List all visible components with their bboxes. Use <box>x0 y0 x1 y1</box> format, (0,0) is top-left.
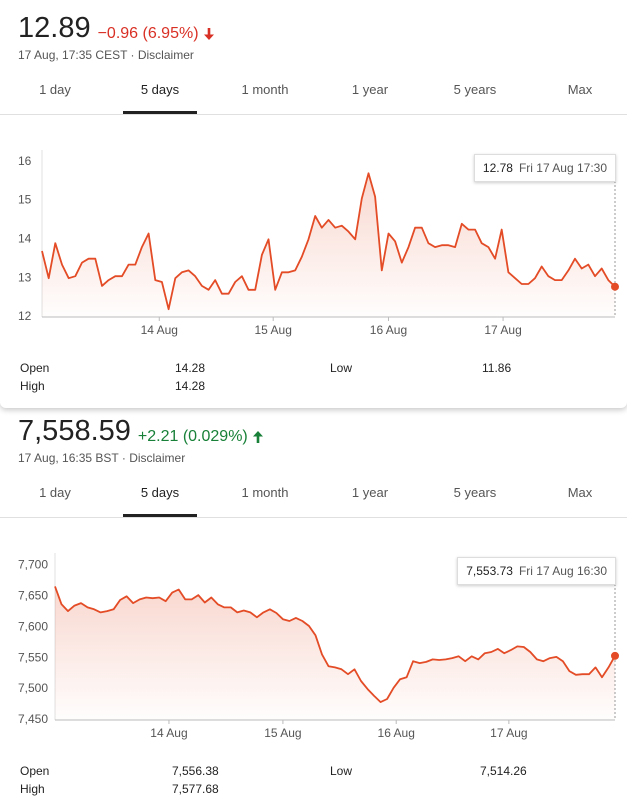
y-tick-label: 15 <box>18 193 32 207</box>
range-tab[interactable]: 1 year <box>351 485 389 500</box>
y-tick-label: 12 <box>18 309 32 323</box>
tooltip-time: Fri 17 Aug 17:30 <box>518 161 607 175</box>
area <box>55 586 615 720</box>
stat-label: High <box>20 782 45 796</box>
y-tick-label: 7,550 <box>18 650 48 664</box>
tooltip-value: 12.78 <box>482 161 513 175</box>
range-tab[interactable]: 5 days <box>140 485 180 500</box>
range-tab[interactable]: 1 month <box>241 82 289 97</box>
range-tab[interactable]: 5 days <box>140 82 180 97</box>
range-tab[interactable]: 1 year <box>351 82 389 97</box>
y-tick-label: 7,500 <box>18 681 48 695</box>
quote-card: 12.89 −0.96 (6.95%) 17 Aug, 17:35 CEST · D… <box>0 12 627 393</box>
stat-value: 7,514.26 <box>480 764 527 778</box>
y-tick-label: 14 <box>18 231 32 245</box>
x-tick-label: 17 Aug <box>484 323 521 337</box>
price-line <box>41 172 616 311</box>
arrow-shape <box>252 431 263 443</box>
change-arrow <box>203 28 214 40</box>
range-tab[interactable]: Max <box>567 485 593 500</box>
tooltip-value: 7,553.73 <box>466 564 513 578</box>
divider <box>0 517 627 518</box>
y-tick-label: 7,600 <box>18 619 48 633</box>
change-arrow <box>252 431 263 443</box>
tab-underline <box>123 111 197 114</box>
tooltip: 7,553.73 Fri 17 Aug 16:30 <box>457 557 616 585</box>
stat-value: 11.86 <box>482 361 512 375</box>
y-tick-label: 7,650 <box>18 588 48 602</box>
x-tick-label: 17 Aug <box>490 726 527 740</box>
tooltip: 12.78 Fri 17 Aug 17:30 <box>473 154 616 182</box>
last-point <box>611 651 619 660</box>
price: 7,558.59 <box>18 415 131 447</box>
quote-card: 7,558.59 +2.21 (0.029%) 17 Aug, 16:35 BST … <box>0 403 627 806</box>
stat-value: 14.28 <box>175 379 206 393</box>
stat-label: Low <box>330 764 353 778</box>
chart: 12 13 14 15 16 14 Aug 15 Aug 16 Aug 17 Aug <box>18 150 619 337</box>
range-tab[interactable]: 5 years <box>453 485 497 500</box>
range-tab[interactable]: 1 month <box>241 485 289 500</box>
x-tick-label: 16 Aug <box>378 726 415 740</box>
range-tab[interactable]: 5 years <box>453 82 497 97</box>
tab-underline <box>123 514 197 517</box>
x-tick-label: 14 Aug <box>150 726 187 740</box>
range-tab[interactable]: Max <box>567 82 593 97</box>
timestamp: 17 Aug, 17:35 CEST · Disclaimer <box>18 48 194 62</box>
x-tick-label: 15 Aug <box>264 726 301 740</box>
area <box>42 173 615 317</box>
last-point <box>611 282 619 291</box>
stat-value: 7,577.68 <box>172 782 219 796</box>
divider <box>0 114 627 115</box>
price-change: +2.21 (0.029%) <box>137 428 248 445</box>
tooltip-time: Fri 17 Aug 16:30 <box>518 564 607 578</box>
stat-label: High <box>20 379 45 393</box>
x-tick-label: 16 Aug <box>370 323 407 337</box>
x-tick-label: 14 Aug <box>141 323 178 337</box>
price: 12.89 <box>18 12 91 44</box>
range-tab[interactable]: 1 day <box>39 485 71 500</box>
x-tick-label: 15 Aug <box>255 323 292 337</box>
stat-value: 14.28 <box>175 361 206 375</box>
y-tick-label: 7,700 <box>18 558 48 572</box>
stat-label: Open <box>20 361 50 375</box>
y-tick-label: 16 <box>18 154 32 168</box>
arrow-shape <box>203 28 214 40</box>
stat-value: 7,556.38 <box>172 764 219 778</box>
stat-label: Low <box>330 361 353 375</box>
price-line <box>54 586 616 703</box>
y-tick-label: 13 <box>18 270 32 284</box>
y-tick-label: 7,450 <box>18 712 48 726</box>
chart: 7,450 7,500 7,550 7,600 7,650 7,700 14 Aug 15 A… <box>18 553 619 740</box>
stat-label: Open <box>20 764 50 778</box>
range-tab[interactable]: 1 day <box>39 82 71 97</box>
timestamp: 17 Aug, 16:35 BST · Disclaimer <box>18 451 186 465</box>
price-change: −0.96 (6.95%) <box>97 25 199 42</box>
